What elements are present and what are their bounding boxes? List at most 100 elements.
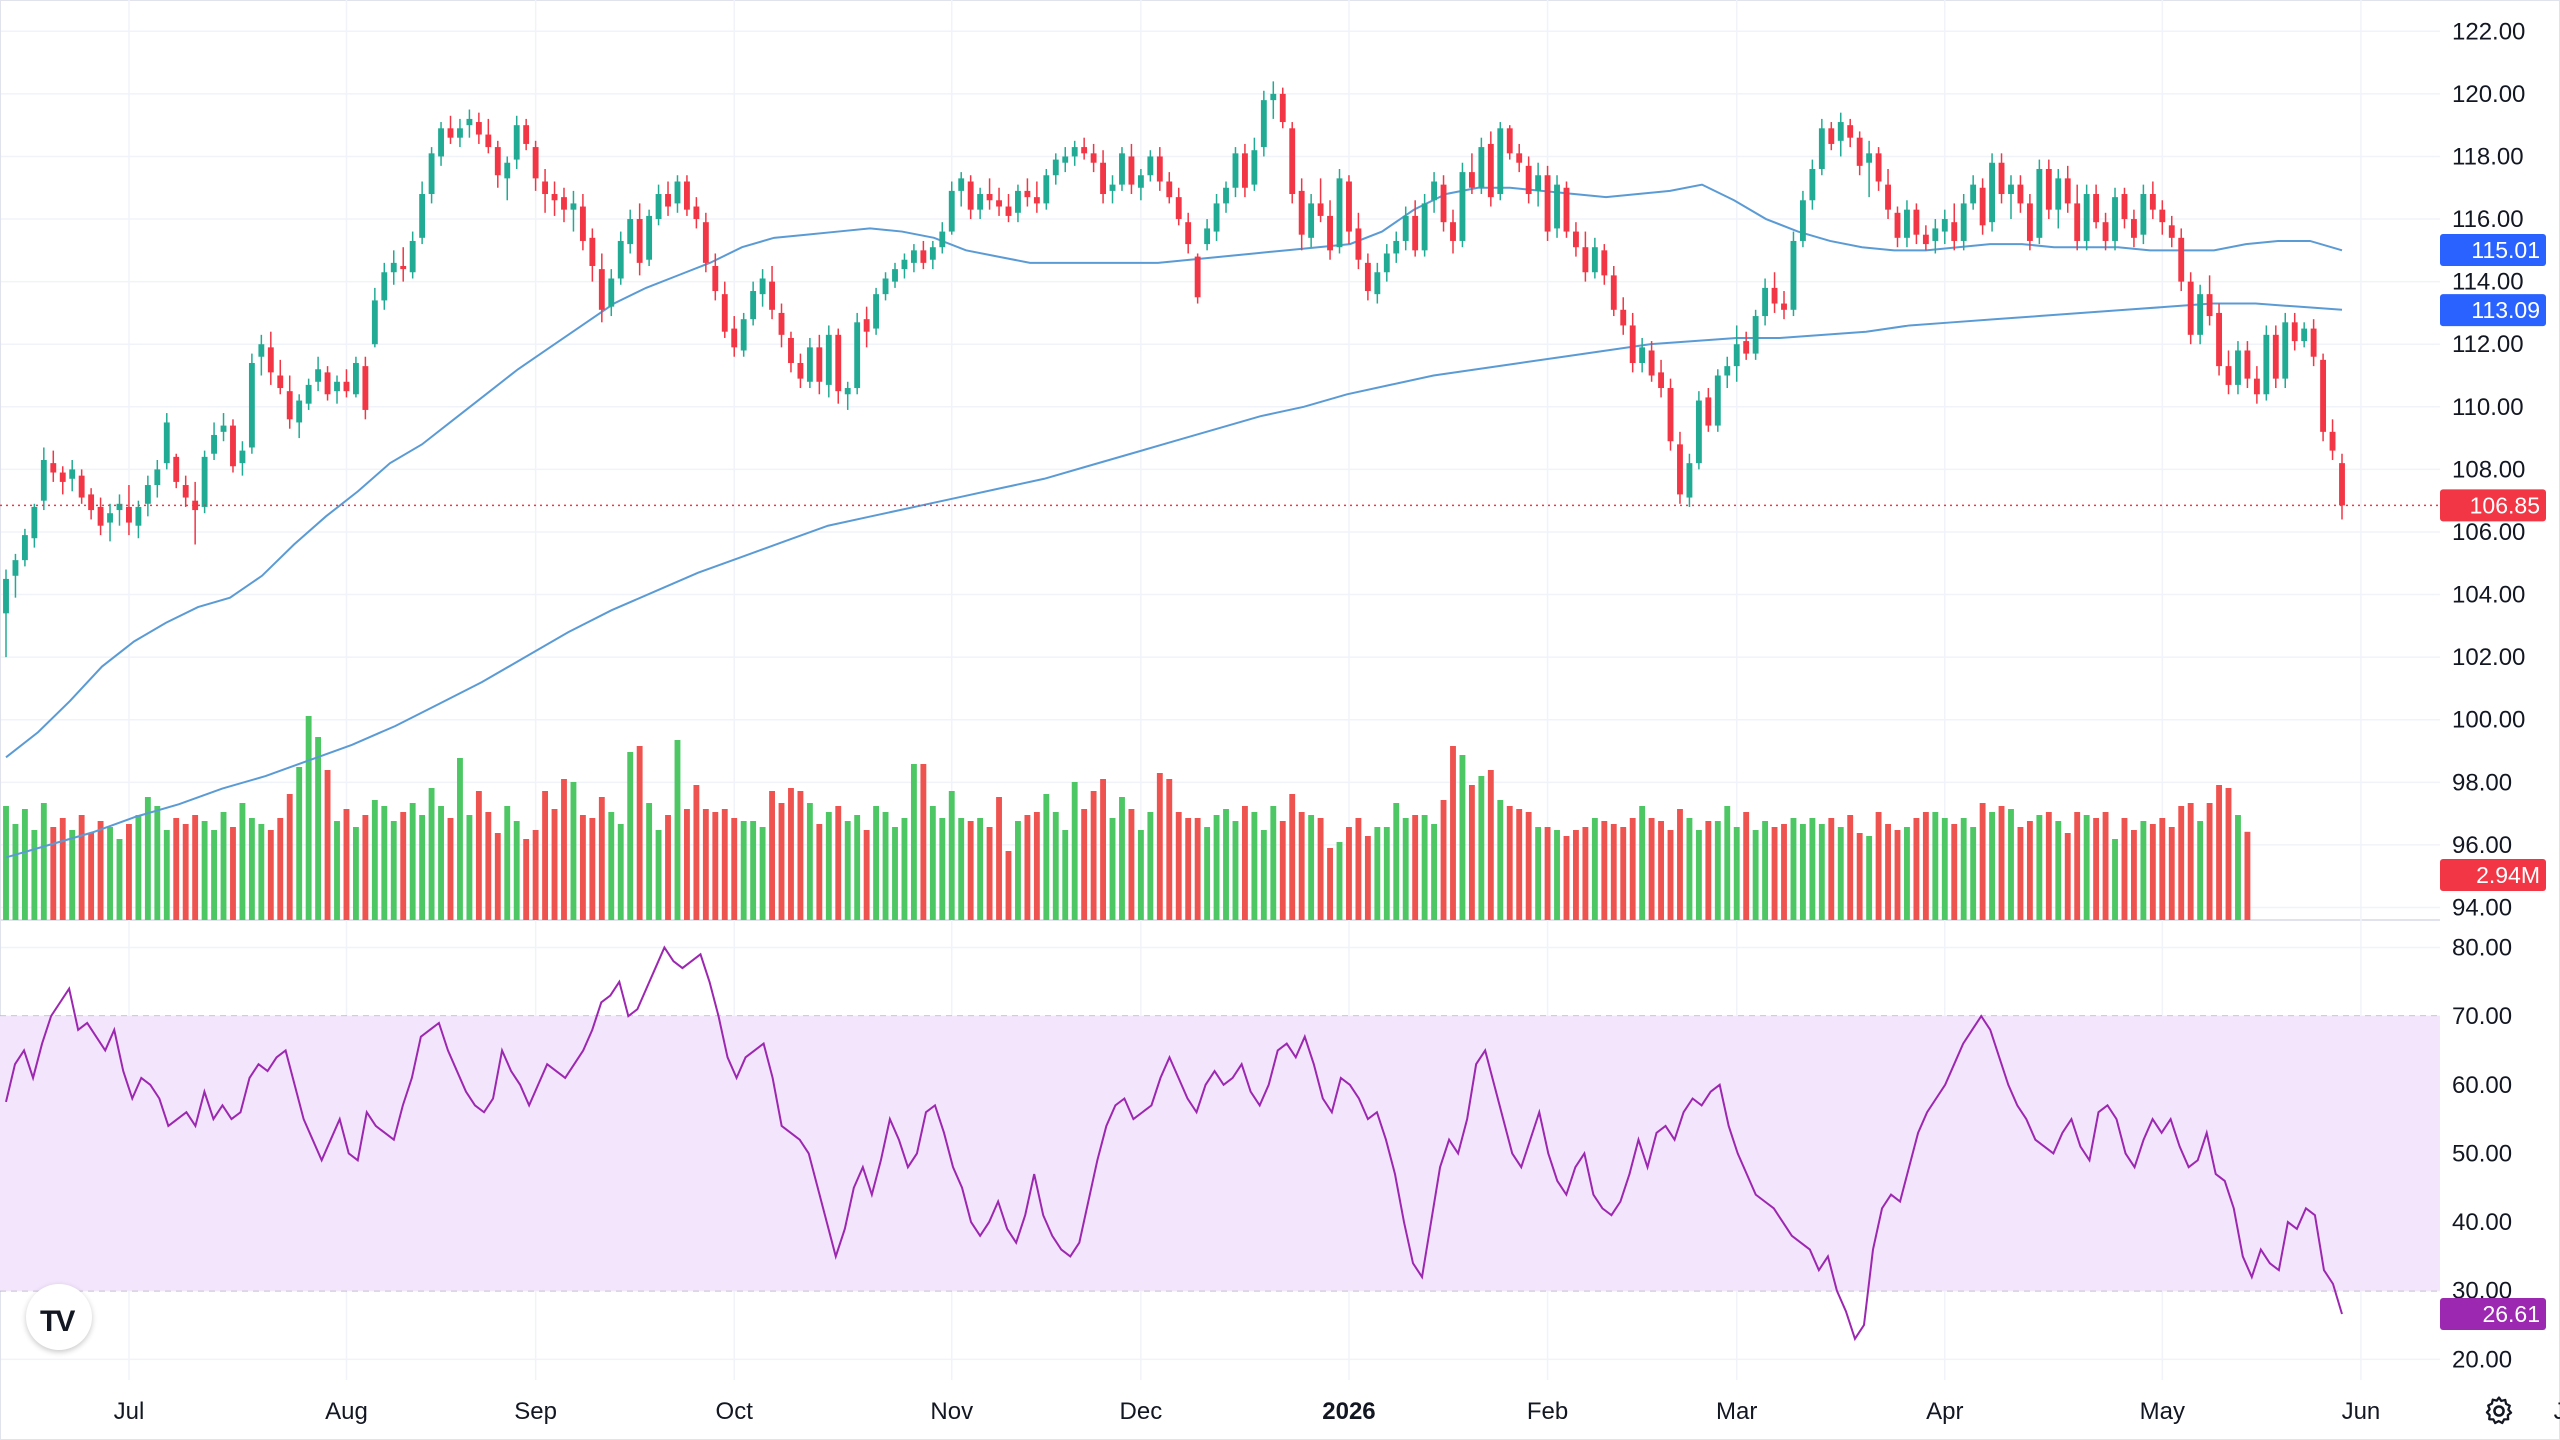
volume-bar [1554,830,1560,920]
candle-body [1837,122,1844,141]
volume-bar [494,833,501,920]
candle-body [532,147,539,179]
volume-bar [816,824,823,920]
volume-bar [126,824,132,920]
volume-bar [1677,809,1683,920]
volume-bar [1393,803,1400,920]
candle-body [1062,156,1069,163]
volume-bar [1204,827,1211,920]
volume-bar [835,806,842,920]
volume-bar [239,803,246,920]
volume-bar [1128,809,1135,920]
candle-body [1932,228,1939,241]
candle-body [2310,328,2317,357]
candle-body [211,434,217,454]
volume-bar [513,821,520,920]
volume-bar [2159,818,2166,920]
candle-body [31,506,38,539]
month-label: Nov [930,1398,973,1425]
volume-bar [2093,818,2100,920]
candle-body [248,362,255,448]
volume-bar [523,839,530,920]
volume-bar [1970,827,1977,920]
month-label: Jul [2554,1398,2560,1425]
candle-body [2008,184,2014,195]
rsi-band [0,1016,2440,1291]
candle-body [721,294,728,332]
candle-body [882,278,889,295]
moving-average-lines [5,183,2343,859]
candle-body [1790,240,1797,310]
volume-bar [258,824,265,920]
volume-bar [958,818,965,920]
price-tick-label: 94.00 [2452,894,2512,921]
candle-body [1951,222,1958,241]
volume-bar [334,821,340,920]
volume-bar [1440,800,1447,920]
volume-bar [996,797,1002,920]
candle-body [457,128,463,138]
volume-bar [1856,833,1863,920]
candle-body [863,319,870,332]
volume-bar [1610,824,1617,920]
gear-icon[interactable] [2482,1394,2516,1428]
volume-bar [2102,812,2109,920]
volume-badge-text: 2.94M [2476,862,2540,888]
candle-body [750,291,757,320]
candle-body [910,250,917,263]
volume-bar [561,779,567,920]
candle-body [2206,294,2213,317]
volume-bar [69,830,76,920]
candle-body [173,456,180,482]
candle-body [1573,231,1579,248]
candle-body [1658,372,1664,389]
candle-body [2244,350,2251,379]
candle-body [1809,168,1816,201]
candle-body [702,222,709,263]
volume-bar [390,821,397,920]
volume-bar [892,827,898,920]
volume-bar [1071,782,1078,920]
candle-body [504,162,511,179]
candle-body [230,425,236,467]
candle-body [2064,178,2071,204]
volume-bar [3,806,9,920]
ma-long-badge-bg [2440,294,2546,327]
candle-body [78,475,85,498]
volume-bar [1582,827,1589,920]
price-tick-label: 100.00 [2452,707,2525,734]
volume-bar [1062,830,1069,920]
volume-bar [1629,818,1636,920]
candle-body [163,422,170,464]
volume-bar [267,830,274,920]
candle-body [778,312,785,335]
month-label: Apr [1926,1398,1963,1425]
candle-body [1223,187,1229,204]
candle-body [542,181,549,195]
candle-body [958,178,965,191]
candle-body [192,500,199,511]
candle-body [116,503,123,511]
month-label: Jun [2342,1398,2381,1425]
candle-body [892,269,898,282]
candle-body [2301,328,2308,342]
rsi-tick-label: 20.00 [2452,1346,2512,1373]
candle-body [409,240,416,273]
volume-bar [409,803,416,920]
volume-bar [1109,818,1116,920]
tradingview-logo[interactable]: TV [26,1284,92,1350]
volume-bar [2045,812,2052,920]
candle-body [1015,190,1021,213]
candle-body [655,194,662,220]
candle-body [2140,194,2147,235]
volume-bar [721,809,728,920]
rsi-badge: 26.61 [2440,1298,2546,1331]
candle-body [1450,222,1456,241]
value-badges: 115.01 113.09 106.85 2.94M 26.61 [2440,234,2546,1331]
price-tick-label: 98.00 [2452,769,2512,796]
volume-bar [1922,812,1929,920]
candle-body [1213,203,1220,232]
volume-bar [825,812,832,920]
candle-body [1506,128,1513,154]
